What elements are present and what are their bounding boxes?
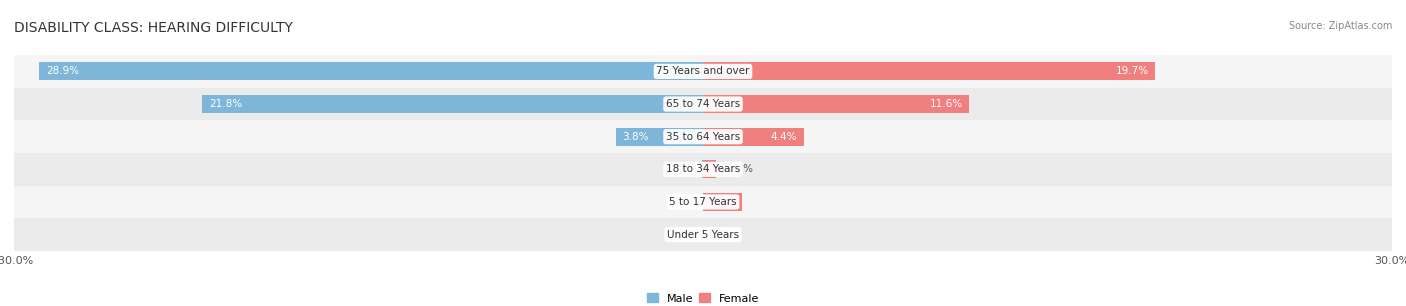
Bar	[14, 55, 1392, 88]
Bar	[14, 218, 1392, 251]
Bar	[703, 95, 969, 113]
Bar	[39, 62, 703, 80]
Bar	[616, 128, 703, 146]
Bar	[14, 186, 1392, 218]
Text: 0.06%: 0.06%	[664, 164, 697, 174]
Bar	[14, 120, 1392, 153]
Text: 3.8%: 3.8%	[623, 132, 650, 142]
Text: 19.7%: 19.7%	[1115, 66, 1149, 76]
Text: 0.57%: 0.57%	[721, 164, 754, 174]
Text: Source: ZipAtlas.com: Source: ZipAtlas.com	[1288, 21, 1392, 32]
Text: 35 to 64 Years: 35 to 64 Years	[666, 132, 740, 142]
Bar	[202, 95, 703, 113]
Text: 5 to 17 Years: 5 to 17 Years	[669, 197, 737, 207]
Bar	[703, 62, 1156, 80]
Text: 65 to 74 Years: 65 to 74 Years	[666, 99, 740, 109]
Text: 0.0%: 0.0%	[707, 230, 734, 240]
Bar	[14, 88, 1392, 120]
Bar	[14, 153, 1392, 186]
Text: DISABILITY CLASS: HEARING DIFFICULTY: DISABILITY CLASS: HEARING DIFFICULTY	[14, 21, 292, 35]
Text: 18 to 34 Years: 18 to 34 Years	[666, 164, 740, 174]
Text: 21.8%: 21.8%	[209, 99, 242, 109]
Bar	[703, 160, 716, 178]
Legend: Male, Female: Male, Female	[643, 289, 763, 306]
Bar	[703, 128, 804, 146]
Text: 28.9%: 28.9%	[46, 66, 79, 76]
Text: 1.7%: 1.7%	[709, 197, 735, 207]
Text: 75 Years and over: 75 Years and over	[657, 66, 749, 76]
Text: 4.4%: 4.4%	[770, 132, 797, 142]
Text: 0.0%: 0.0%	[672, 197, 699, 207]
Text: Under 5 Years: Under 5 Years	[666, 230, 740, 240]
Text: 0.0%: 0.0%	[672, 230, 699, 240]
Text: 11.6%: 11.6%	[929, 99, 963, 109]
Bar	[703, 193, 742, 211]
